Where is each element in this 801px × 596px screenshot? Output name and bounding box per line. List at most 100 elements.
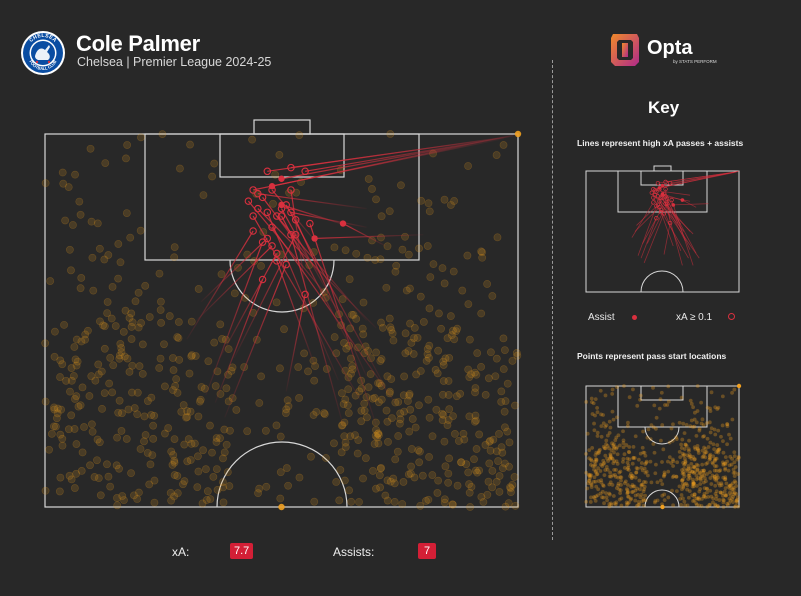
key-point xyxy=(718,490,723,495)
pass-start-point xyxy=(458,286,467,295)
pass-start-point xyxy=(386,130,395,138)
center-circle xyxy=(216,441,348,508)
pass-start-point xyxy=(389,474,398,483)
pass-start-point xyxy=(404,250,413,259)
key-point xyxy=(691,481,696,485)
pass-start-point xyxy=(310,497,319,506)
key-point xyxy=(709,482,714,486)
key-point xyxy=(687,471,692,476)
pass-start-point xyxy=(377,233,385,242)
pass-start-point xyxy=(486,446,495,455)
key-point xyxy=(627,457,632,462)
xa-end-marker xyxy=(258,193,267,202)
pass-start-point xyxy=(41,179,50,188)
pass-start-point xyxy=(450,335,459,344)
pass-start-point xyxy=(500,407,509,416)
key-point xyxy=(721,462,726,467)
key-point xyxy=(695,467,700,472)
key-point xyxy=(727,496,732,501)
pass-start-point xyxy=(165,312,174,320)
pass-start-point xyxy=(174,318,183,326)
key-point xyxy=(649,423,654,428)
pass-start-point xyxy=(413,333,422,342)
key-point xyxy=(633,498,638,503)
key-point xyxy=(645,435,650,440)
key-point xyxy=(685,467,690,472)
pass-start-point xyxy=(501,459,509,468)
pass-start-point xyxy=(70,425,79,433)
xa-end-marker xyxy=(263,234,272,243)
pass-start-point xyxy=(492,151,501,159)
pass-start-point xyxy=(174,334,183,343)
key-point xyxy=(631,484,636,489)
pass-start-point xyxy=(113,433,121,442)
pass-start-point xyxy=(128,388,136,397)
key-point xyxy=(621,441,626,445)
pass-start-point xyxy=(368,185,376,193)
key-point xyxy=(622,465,627,470)
key-point xyxy=(699,421,704,426)
pass-start-point xyxy=(216,434,224,443)
key-point xyxy=(608,452,613,456)
key-point xyxy=(658,478,663,483)
pass-start-point xyxy=(360,399,369,408)
key-point xyxy=(732,479,737,484)
key-point xyxy=(722,489,727,494)
pass-start-point xyxy=(433,369,442,378)
key-point xyxy=(633,488,638,493)
pass-start-point xyxy=(65,245,74,254)
pass-start-point xyxy=(76,210,85,219)
key-point xyxy=(692,457,697,461)
key-point xyxy=(671,459,676,464)
key-point xyxy=(699,504,704,508)
pass-start-point xyxy=(164,424,173,432)
pass-start-point xyxy=(423,350,432,359)
key-point xyxy=(651,442,656,446)
pass-start-point xyxy=(475,430,484,439)
pass-start-point xyxy=(130,491,138,500)
pass-start-point xyxy=(56,373,64,381)
key-point xyxy=(659,438,663,443)
key-point xyxy=(627,395,632,400)
pass-start-point xyxy=(222,384,231,393)
pass-start-point xyxy=(483,490,492,499)
key-point xyxy=(696,447,700,452)
key-point xyxy=(657,406,662,411)
pass-start-point xyxy=(185,369,194,378)
key-point xyxy=(729,462,734,467)
key-point xyxy=(610,392,615,396)
pass-start-point xyxy=(438,416,447,425)
pass-start-point xyxy=(387,326,396,334)
key-point xyxy=(683,459,688,464)
pass-start-point xyxy=(429,260,438,269)
pass-start-point xyxy=(484,374,493,383)
xa-pass-line xyxy=(224,264,287,418)
pass-start-point xyxy=(130,404,139,412)
key-point xyxy=(717,447,722,452)
key-point xyxy=(629,484,633,489)
key-pass-line xyxy=(634,207,660,232)
xa-end-marker xyxy=(277,204,286,213)
pass-start-point xyxy=(513,351,522,360)
pass-start-point xyxy=(506,483,514,492)
pass-start-point xyxy=(167,496,176,505)
xa-pass-line xyxy=(195,245,273,321)
pass-start-point xyxy=(501,502,510,511)
key-point xyxy=(703,446,708,451)
key-xa-marker xyxy=(655,194,661,199)
key-point xyxy=(600,489,605,494)
pass-start-point xyxy=(64,425,73,434)
key-point xyxy=(732,492,736,497)
pass-start-point xyxy=(124,405,133,414)
pass-start-point xyxy=(415,458,424,467)
key-point xyxy=(599,424,604,429)
pass-start-point xyxy=(444,469,453,478)
pass-start-point xyxy=(372,484,380,493)
pass-start-point xyxy=(300,349,309,358)
key-point xyxy=(733,470,737,475)
brand-tagline: by STATS PERFORM xyxy=(673,59,717,64)
pass-start-point xyxy=(134,323,143,332)
pass-start-point xyxy=(376,255,385,264)
pass-start-point xyxy=(417,196,426,205)
key-point xyxy=(685,483,690,488)
